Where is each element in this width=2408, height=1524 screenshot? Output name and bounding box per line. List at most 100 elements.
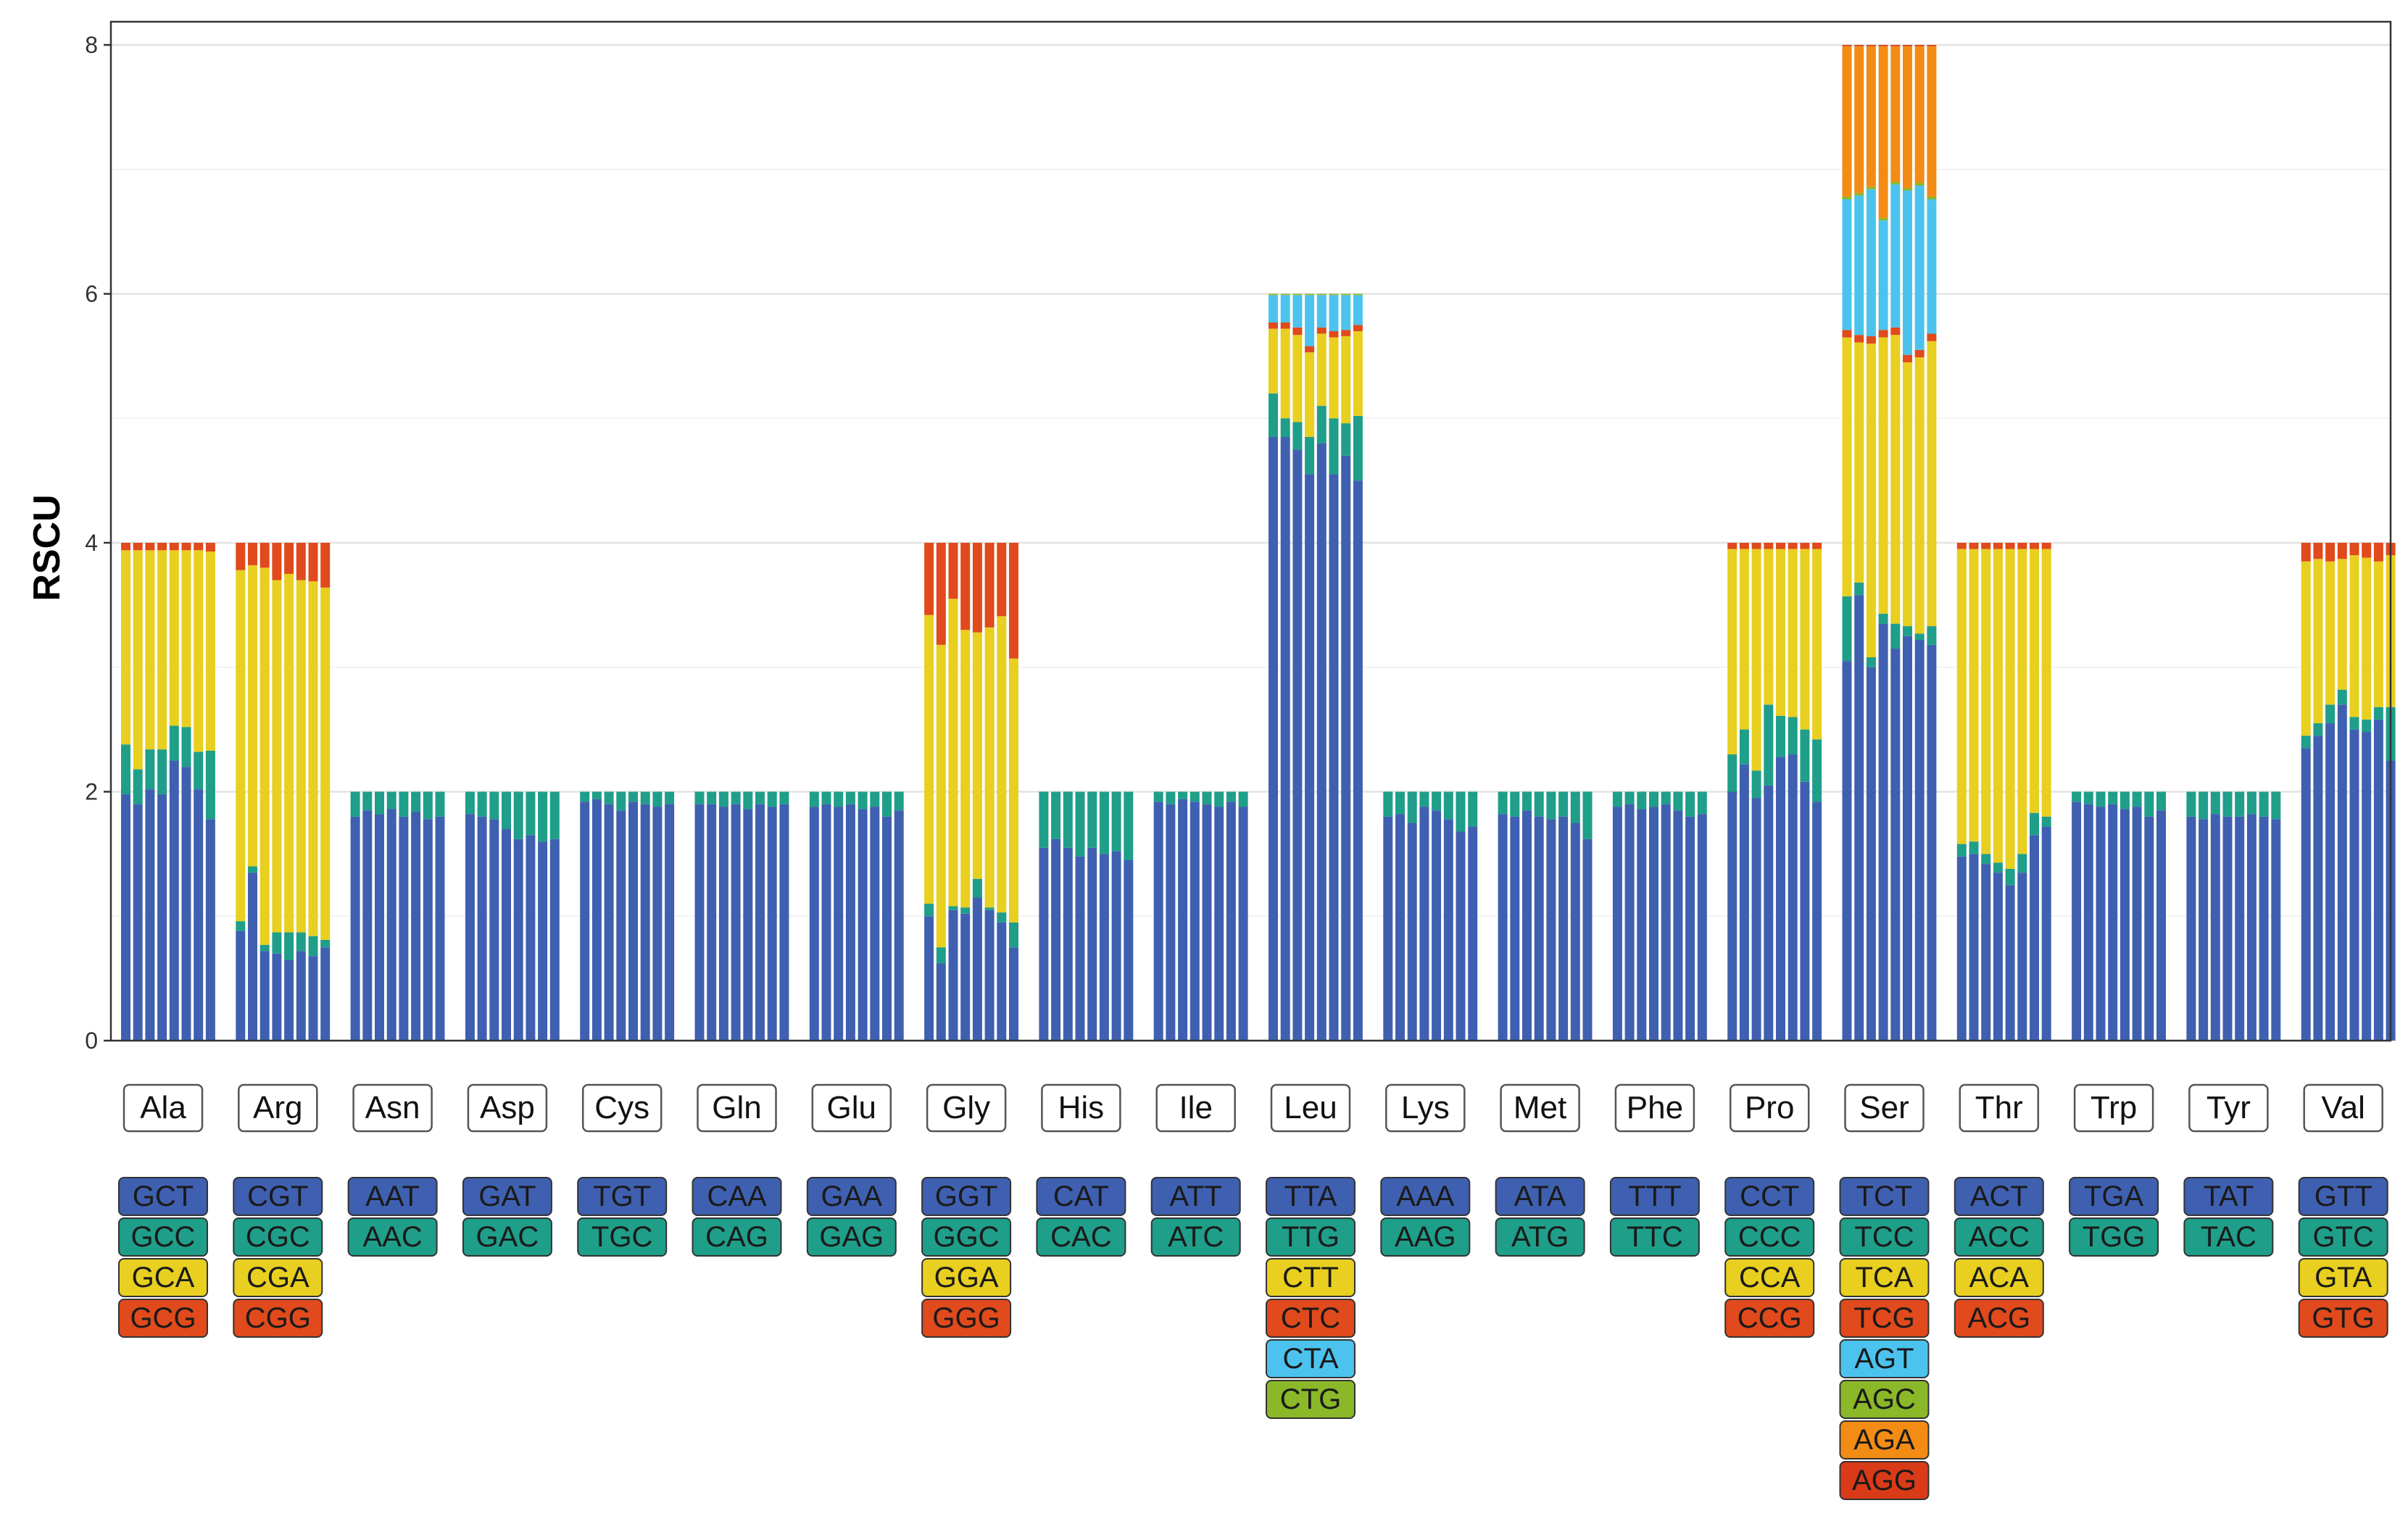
bar-segment-cga [236,570,246,922]
codon-list-gln: CAA CAG [692,1177,782,1257]
bar-group-asp [465,791,560,1041]
codon-label-gag: GAG [819,1221,884,1253]
codon-label-tcg: TCG [1853,1302,1914,1334]
bar-segment-agc [1878,217,1888,221]
aa-label-text: Gly [942,1090,990,1125]
bar-segment-cga [272,580,282,933]
bar-segment-gct [181,767,191,1041]
bar-segment-aag [1443,791,1453,820]
aa-label-ala: Ala [123,1083,204,1133]
bar-segment-ccg [1739,543,1749,549]
bar-segment-caa [731,804,741,1041]
codon-label-ttt: TTT [1628,1181,1681,1212]
codon-label-ggt: GGT [935,1181,998,1212]
bar-segment-aaa [1443,819,1453,1041]
bar-segment-aac [375,791,384,815]
bar-segment-tac [2259,791,2269,817]
bar-segment-aga [1866,46,1876,187]
bar-segment-cgg [308,543,318,582]
bar-segment-ttc [1673,791,1683,811]
codon-chip [2183,1177,2274,1216]
codon-label-atc: ATC [1168,1221,1224,1253]
bar-segment-gga [960,630,971,908]
bar-segment-gga [1009,658,1018,923]
codon-list-phe: TTT TTC [1609,1177,1700,1257]
codon-label-gcc: GCC [131,1221,196,1253]
bar-segment-cat [1039,847,1049,1041]
bar-segment-tgc [580,791,590,802]
codon-chip [1839,1258,1930,1297]
aa-label-box [811,1083,892,1133]
bar-segment-aca [1981,549,1991,854]
aa-label-text: Ala [140,1090,186,1125]
codon-list-lys: AAA AAG [1380,1177,1471,1257]
codon-chip [1609,1177,1700,1216]
bar-segment-gct [121,794,130,1041]
bar-segment-agg [1914,45,1925,46]
bar-segment-cac [1099,791,1109,854]
bar-segment-cag [707,791,717,804]
bar-segment-ggg [948,543,958,599]
bar-segment-ttg [1269,393,1278,438]
aa-label-box [238,1083,318,1133]
bar-segment-ttc [1624,791,1635,804]
bar-segment-gtg [2301,543,2311,562]
codon-chip [2069,1177,2159,1216]
bar-segment-ctg [1280,293,1290,296]
bar-segment-tgg [2108,791,2118,804]
aa-label-box [1385,1083,1466,1133]
codon-label-acg: ACG [1967,1302,2030,1334]
bar-segment-gac [502,791,511,830]
bar-segment-ctt [1353,331,1363,416]
bar-segment-cta [1329,295,1339,332]
bar-segment-tct [1866,667,1876,1041]
codon-chip [2298,1299,2388,1338]
bar-segment-acg [2017,543,2027,549]
bar-segment-gct [145,789,155,1041]
bar-segment-acc [2030,812,2039,836]
bar-segment-tct [1878,623,1888,1041]
bar-segment-ggc [997,912,1007,923]
bar-segment-ttg [1316,406,1327,444]
codon-label-agg: AGG [1852,1465,1917,1496]
bar-segment-ttc [1612,791,1622,807]
bar-segment-ctc [1341,330,1351,336]
bar-segment-tta [1316,443,1327,1041]
bar-segment-att [1214,807,1224,1041]
bar-segment-cct [1751,798,1761,1041]
bar-segment-tcc [1927,626,1937,645]
codon-label-gtt: GTT [2314,1181,2372,1212]
aa-label-val: Val [2303,1083,2383,1133]
codon-chip [692,1177,782,1216]
aa-label-asp: Asp [467,1083,548,1133]
codon-label-ttc: TTC [1627,1221,1683,1253]
bar-segment-agt [1842,199,1852,330]
y-tick-label: 2 [85,779,98,805]
bar-segment-ggt [972,897,982,1041]
bar-segment-tat [2271,819,2281,1041]
bar-segment-ccc [1812,739,1822,802]
codon-label-cat: CAT [1053,1181,1109,1212]
bar-segment-ggg [997,543,1007,617]
bar-segment-ctc [1269,322,1278,329]
bar-segment-tac [2271,791,2281,820]
bar-segment-tga [2072,801,2082,1041]
bar-segment-tat [2210,814,2220,1041]
bar-segment-gga [936,644,946,948]
bar-segment-aca [2017,549,2027,854]
codon-chip [1839,1177,1930,1216]
y-axis-title: RSCU [26,494,68,601]
bar-segment-ttc [1661,791,1671,804]
bar-segment-tcc [1866,657,1876,667]
bar-segment-cta [1269,295,1278,323]
bar-segment-ggt [960,913,971,1041]
bar-segment-tct [1927,644,1937,1041]
bar-segment-ggg [924,543,934,615]
bar-segment-tca [1903,362,1912,627]
bar-segment-aat [435,816,445,1041]
codon-chip [1954,1299,2044,1338]
bar-segment-tgg [2096,791,2106,807]
bar-segment-gag [894,791,904,811]
codon-list-trp: TGA TGG [2069,1177,2159,1257]
bar-segment-ctg [1353,293,1363,296]
